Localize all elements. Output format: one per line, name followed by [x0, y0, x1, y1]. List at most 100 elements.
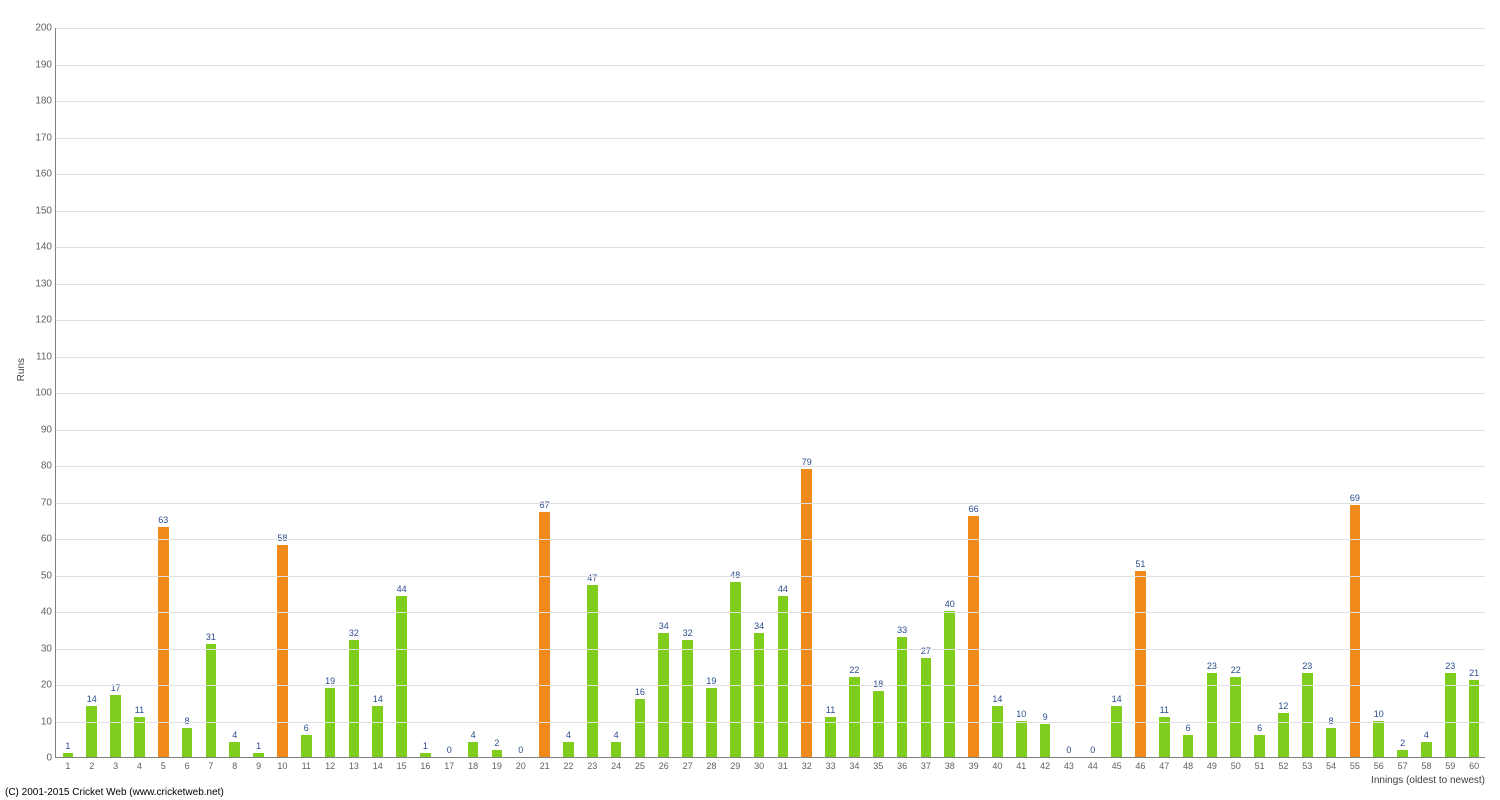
bar: 6: [1183, 735, 1194, 757]
bar-value-label: 23: [1207, 661, 1217, 673]
x-tick-label: 17: [444, 757, 454, 771]
bar-value-label: 21: [1469, 668, 1479, 680]
x-tick-label: 7: [208, 757, 213, 771]
x-tick-label: 1: [65, 757, 70, 771]
x-tick-label: 56: [1374, 757, 1384, 771]
bar: 22: [1230, 677, 1241, 757]
x-tick-label: 47: [1159, 757, 1169, 771]
x-tick-label: 35: [873, 757, 883, 771]
bar-value-label: 1: [65, 741, 70, 753]
bar: 11: [1159, 717, 1170, 757]
bar-value-label: 6: [1186, 723, 1191, 735]
y-tick-label: 110: [36, 351, 56, 362]
y-axis-label: Runs: [16, 357, 27, 380]
bar: 10: [1016, 721, 1027, 758]
bar-value-label: 40: [945, 599, 955, 611]
bar: 34: [754, 633, 765, 757]
bar: 2: [1397, 750, 1408, 757]
x-tick-label: 45: [1112, 757, 1122, 771]
bar-value-label: 1: [256, 741, 261, 753]
bar-value-label: 16: [635, 687, 645, 699]
bar-value-label: 0: [447, 745, 452, 757]
bar-value-label: 4: [566, 730, 571, 742]
x-tick-label: 33: [826, 757, 836, 771]
bar: 21: [1469, 680, 1480, 757]
x-tick-label: 31: [778, 757, 788, 771]
bar: 14: [1111, 706, 1122, 757]
bar: 12: [1278, 713, 1289, 757]
bar-value-label: 66: [969, 504, 979, 516]
y-tick-label: 160: [35, 169, 56, 180]
x-tick-label: 4: [137, 757, 142, 771]
bar: 48: [730, 582, 741, 757]
y-tick-label: 120: [35, 315, 56, 326]
bar: 22: [849, 677, 860, 757]
bar-value-label: 63: [158, 515, 168, 527]
y-tick-label: 200: [35, 23, 56, 34]
y-tick-label: 180: [35, 96, 56, 107]
x-tick-label: 34: [849, 757, 859, 771]
bar-value-label: 10: [1374, 709, 1384, 721]
bar-value-label: 12: [1278, 701, 1288, 713]
gridline: [56, 320, 1485, 321]
bar: 32: [682, 640, 693, 757]
bar-value-label: 4: [1424, 730, 1429, 742]
bar-value-label: 4: [232, 730, 237, 742]
x-tick-label: 50: [1231, 757, 1241, 771]
y-tick-label: 80: [41, 461, 56, 472]
bar-value-label: 2: [1400, 738, 1405, 750]
bar: 17: [110, 695, 121, 757]
bar: 4: [1421, 742, 1432, 757]
bar: 44: [396, 596, 407, 757]
x-tick-label: 48: [1183, 757, 1193, 771]
x-tick-label: 37: [921, 757, 931, 771]
bar-value-label: 11: [1160, 705, 1169, 717]
bar-value-label: 14: [87, 694, 97, 706]
bar: 69: [1350, 505, 1361, 757]
bar-value-label: 33: [897, 625, 907, 637]
y-tick-label: 40: [41, 607, 56, 618]
x-tick-label: 38: [945, 757, 955, 771]
x-tick-label: 60: [1469, 757, 1479, 771]
x-tick-label: 30: [754, 757, 764, 771]
x-tick-label: 44: [1088, 757, 1098, 771]
bar: 18: [873, 691, 884, 757]
y-tick-label: 0: [46, 753, 56, 764]
y-tick-label: 130: [35, 278, 56, 289]
bar-value-label: 14: [992, 694, 1002, 706]
x-tick-label: 40: [992, 757, 1002, 771]
bar-value-label: 14: [1112, 694, 1122, 706]
bar-value-label: 0: [518, 745, 523, 757]
x-tick-label: 14: [373, 757, 383, 771]
x-tick-label: 28: [706, 757, 716, 771]
x-tick-label: 23: [587, 757, 597, 771]
bar-value-label: 51: [1135, 559, 1145, 571]
bar: 14: [372, 706, 383, 757]
gridline: [56, 466, 1485, 467]
x-tick-label: 57: [1398, 757, 1408, 771]
bar-value-label: 10: [1016, 709, 1026, 721]
gridline: [56, 65, 1485, 66]
x-tick-label: 51: [1255, 757, 1265, 771]
x-tick-label: 36: [897, 757, 907, 771]
bar-value-label: 22: [1231, 665, 1241, 677]
bar-value-label: 23: [1445, 661, 1455, 673]
x-tick-label: 22: [563, 757, 573, 771]
gridline: [56, 101, 1485, 102]
x-tick-label: 49: [1207, 757, 1217, 771]
bar-value-label: 1: [423, 741, 428, 753]
bar-value-label: 34: [754, 621, 764, 633]
gridline: [56, 28, 1485, 29]
y-tick-label: 30: [41, 643, 56, 654]
runs-by-innings-chart: Runs 11417116383141586193214441042067447…: [0, 0, 1500, 800]
x-tick-label: 25: [635, 757, 645, 771]
bar: 10: [1373, 721, 1384, 758]
x-tick-label: 46: [1135, 757, 1145, 771]
x-tick-label: 41: [1016, 757, 1026, 771]
x-tick-label: 42: [1040, 757, 1050, 771]
bar: 67: [539, 512, 550, 757]
x-tick-label: 58: [1421, 757, 1431, 771]
bar: 33: [897, 637, 908, 757]
bar-value-label: 2: [494, 738, 499, 750]
gridline: [56, 722, 1485, 723]
